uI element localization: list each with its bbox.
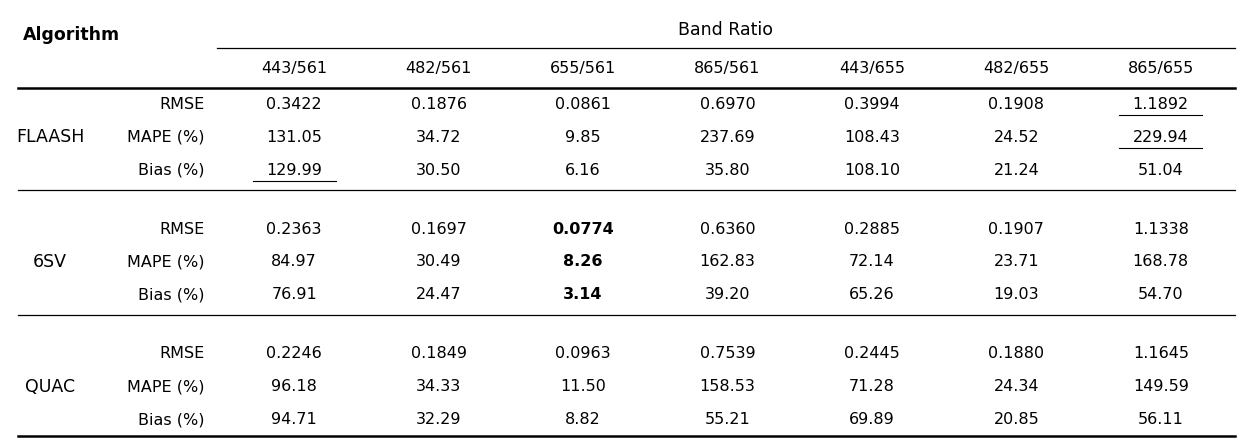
- Text: Bias (%): Bias (%): [138, 287, 205, 302]
- Text: 482/655: 482/655: [984, 61, 1050, 76]
- Text: 54.70: 54.70: [1138, 287, 1184, 302]
- Text: 20.85: 20.85: [994, 412, 1040, 427]
- Text: MAPE (%): MAPE (%): [127, 379, 205, 394]
- Text: 0.6970: 0.6970: [700, 97, 756, 112]
- Text: 39.20: 39.20: [705, 287, 751, 302]
- Text: 108.43: 108.43: [844, 130, 900, 145]
- Text: 149.59: 149.59: [1133, 379, 1189, 394]
- Text: 0.1697: 0.1697: [411, 222, 467, 236]
- Text: 0.2363: 0.2363: [266, 222, 322, 236]
- Text: 0.3994: 0.3994: [844, 97, 900, 112]
- Text: QUAC: QUAC: [25, 378, 75, 396]
- Text: 35.80: 35.80: [705, 163, 751, 178]
- Text: 655/561: 655/561: [550, 61, 616, 76]
- Text: 21.24: 21.24: [994, 163, 1040, 178]
- Text: 11.50: 11.50: [560, 379, 606, 394]
- Text: 32.29: 32.29: [416, 412, 462, 427]
- Text: 0.1849: 0.1849: [411, 347, 467, 362]
- Text: 0.2885: 0.2885: [844, 222, 900, 236]
- Text: 0.1908: 0.1908: [989, 97, 1045, 112]
- Text: 108.10: 108.10: [844, 163, 900, 178]
- Text: 19.03: 19.03: [994, 287, 1040, 302]
- Text: Algorithm: Algorithm: [22, 26, 120, 44]
- Text: 34.72: 34.72: [416, 130, 462, 145]
- Text: 8.26: 8.26: [563, 255, 603, 270]
- Text: 229.94: 229.94: [1133, 130, 1189, 145]
- Text: 8.82: 8.82: [565, 412, 601, 427]
- Text: 24.52: 24.52: [994, 130, 1040, 145]
- Text: 129.99: 129.99: [266, 163, 322, 178]
- Text: Bias (%): Bias (%): [138, 163, 205, 178]
- Text: 96.18: 96.18: [271, 379, 317, 394]
- Text: 0.0963: 0.0963: [555, 347, 611, 362]
- Text: FLAASH: FLAASH: [16, 128, 85, 146]
- Text: 30.49: 30.49: [416, 255, 462, 270]
- Text: 24.47: 24.47: [416, 287, 462, 302]
- Text: 84.97: 84.97: [271, 255, 317, 270]
- Text: 0.0774: 0.0774: [553, 222, 614, 236]
- Text: MAPE (%): MAPE (%): [127, 130, 205, 145]
- Text: 0.1907: 0.1907: [989, 222, 1045, 236]
- Text: 443/561: 443/561: [261, 61, 327, 76]
- Text: 1.1338: 1.1338: [1133, 222, 1189, 236]
- Text: RMSE: RMSE: [159, 222, 205, 236]
- Text: 0.3422: 0.3422: [266, 97, 322, 112]
- Text: 24.34: 24.34: [994, 379, 1040, 394]
- Text: 0.2445: 0.2445: [844, 347, 900, 362]
- Text: 65.26: 65.26: [849, 287, 895, 302]
- Text: 237.69: 237.69: [700, 130, 756, 145]
- Text: 55.21: 55.21: [705, 412, 751, 427]
- Text: 30.50: 30.50: [416, 163, 462, 178]
- Text: 56.11: 56.11: [1138, 412, 1184, 427]
- Text: 162.83: 162.83: [700, 255, 756, 270]
- Text: 158.53: 158.53: [700, 379, 756, 394]
- Text: 3.14: 3.14: [563, 287, 603, 302]
- Text: 6SV: 6SV: [34, 253, 67, 271]
- Text: 9.85: 9.85: [565, 130, 601, 145]
- Text: 51.04: 51.04: [1138, 163, 1184, 178]
- Text: Band Ratio: Band Ratio: [679, 21, 773, 39]
- Text: 71.28: 71.28: [849, 379, 895, 394]
- Text: 72.14: 72.14: [849, 255, 895, 270]
- Text: 865/561: 865/561: [695, 61, 761, 76]
- Text: 1.1645: 1.1645: [1133, 347, 1189, 362]
- Text: 0.7539: 0.7539: [700, 347, 756, 362]
- Text: 168.78: 168.78: [1133, 255, 1189, 270]
- Text: 0.1876: 0.1876: [411, 97, 467, 112]
- Text: 443/655: 443/655: [839, 61, 905, 76]
- Text: 23.71: 23.71: [994, 255, 1040, 270]
- Text: 0.2246: 0.2246: [266, 347, 322, 362]
- Text: RMSE: RMSE: [159, 347, 205, 362]
- Text: 76.91: 76.91: [271, 287, 317, 302]
- Text: 0.6360: 0.6360: [700, 222, 756, 236]
- Text: Bias (%): Bias (%): [138, 412, 205, 427]
- Text: MAPE (%): MAPE (%): [127, 255, 205, 270]
- Text: 94.71: 94.71: [271, 412, 317, 427]
- Text: 865/655: 865/655: [1128, 61, 1194, 76]
- Text: 0.1880: 0.1880: [989, 347, 1045, 362]
- Text: 69.89: 69.89: [849, 412, 895, 427]
- Text: 482/561: 482/561: [406, 61, 472, 76]
- Text: 0.0861: 0.0861: [555, 97, 611, 112]
- Text: 1.1892: 1.1892: [1133, 97, 1189, 112]
- Text: RMSE: RMSE: [159, 97, 205, 112]
- Text: 6.16: 6.16: [565, 163, 601, 178]
- Text: 131.05: 131.05: [266, 130, 322, 145]
- Text: 34.33: 34.33: [416, 379, 461, 394]
